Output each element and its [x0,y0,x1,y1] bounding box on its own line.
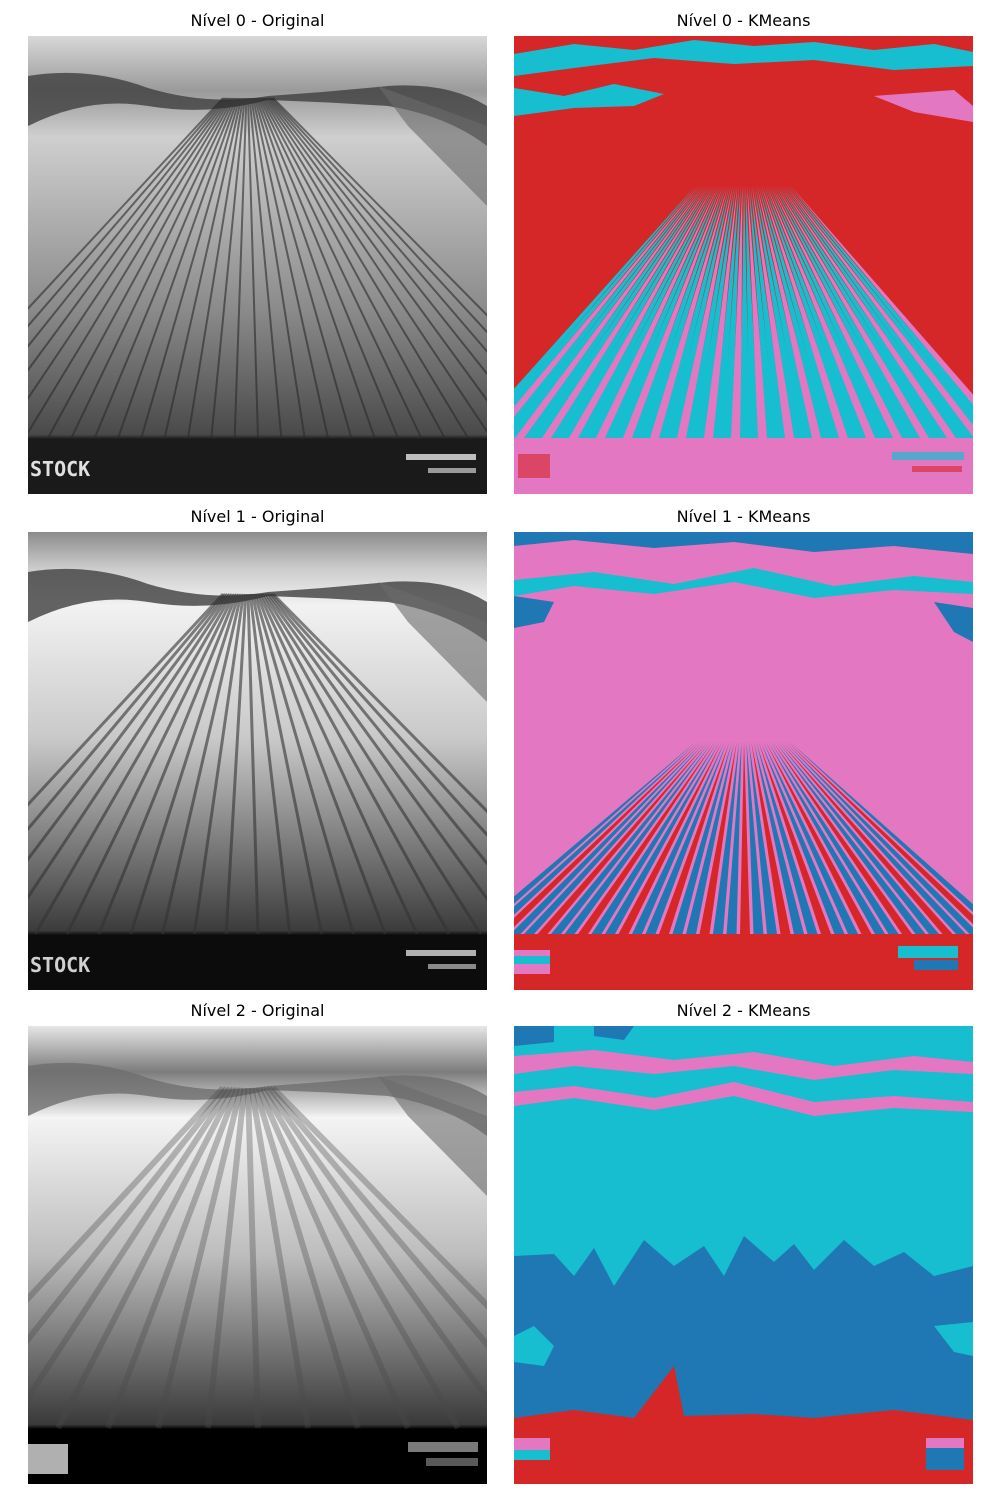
kmeans-image [514,1026,973,1484]
original-image: STOCK [28,36,487,494]
panel-title: Nível 2 - Original [190,1001,325,1020]
original-image: STOCK [28,532,487,990]
kmeans-image [514,36,973,494]
panel-title: Nível 1 - KMeans [676,507,811,526]
kmeans-image [514,532,973,990]
watermark-text: STOCK [30,953,90,977]
original-image [28,1026,487,1484]
panel-title: Nível 1 - Original [190,507,325,526]
panel-title: Nível 2 - KMeans [676,1001,811,1020]
watermark-text: STOCK [30,457,90,481]
panel-title: Nível 0 - KMeans [676,11,811,30]
panel-title: Nível 0 - Original [190,11,325,30]
